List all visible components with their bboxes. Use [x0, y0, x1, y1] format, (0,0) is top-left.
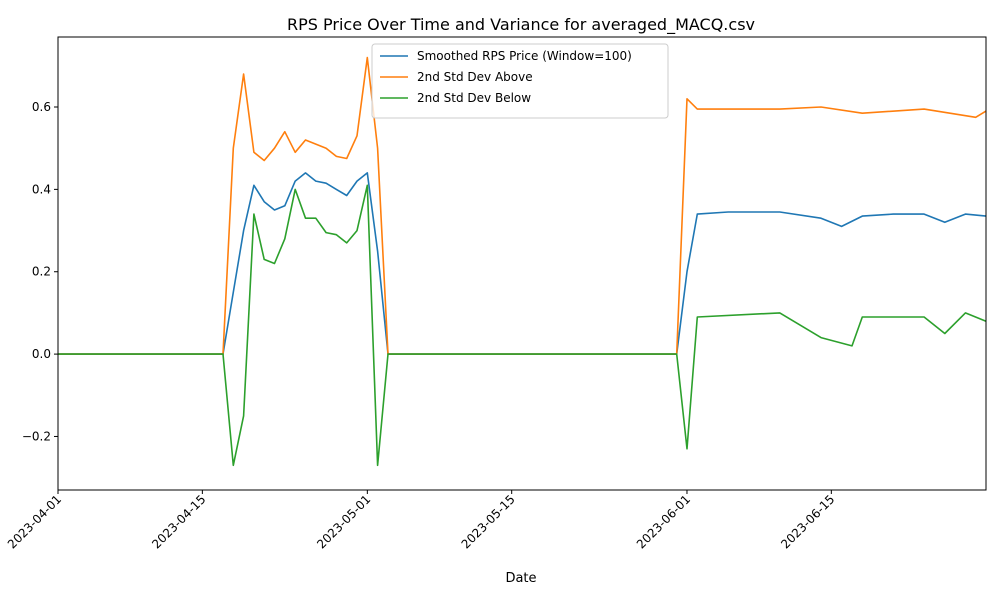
- x-tick-label: 2023-04-01: [5, 492, 64, 551]
- legend-label: 2nd Std Dev Below: [417, 91, 531, 105]
- x-tick-label: 2023-06-01: [634, 492, 693, 551]
- series-line-3: [58, 184, 987, 467]
- y-tick-label: 0.6: [32, 100, 51, 114]
- chart-title: RPS Price Over Time and Variance for ave…: [287, 15, 755, 35]
- plot-frame: [57, 36, 987, 491]
- y-tick-label: 0.0: [32, 347, 51, 361]
- y-tick-label: −0.2: [22, 429, 51, 443]
- series-line-2: [58, 56, 987, 355]
- x-tick-label: 2023-04-15: [149, 492, 208, 551]
- series-layer: [58, 56, 987, 467]
- series-line-1: [58, 172, 987, 355]
- legend-label: 2nd Std Dev Above: [417, 70, 533, 84]
- y-tick-label: 0.4: [32, 182, 51, 196]
- x-tick-label: 2023-05-01: [314, 492, 373, 551]
- legend-label: Smoothed RPS Price (Window=100): [417, 49, 632, 63]
- x-axis-label: Date: [505, 571, 536, 586]
- y-tick-label: 0.2: [32, 265, 51, 279]
- x-tick-label: 2023-06-15: [778, 492, 837, 551]
- legend-box: [371, 43, 669, 119]
- x-tick-label: 2023-05-15: [459, 492, 518, 551]
- legend: Smoothed RPS Price (Window=100) 2nd Std D…: [371, 43, 669, 119]
